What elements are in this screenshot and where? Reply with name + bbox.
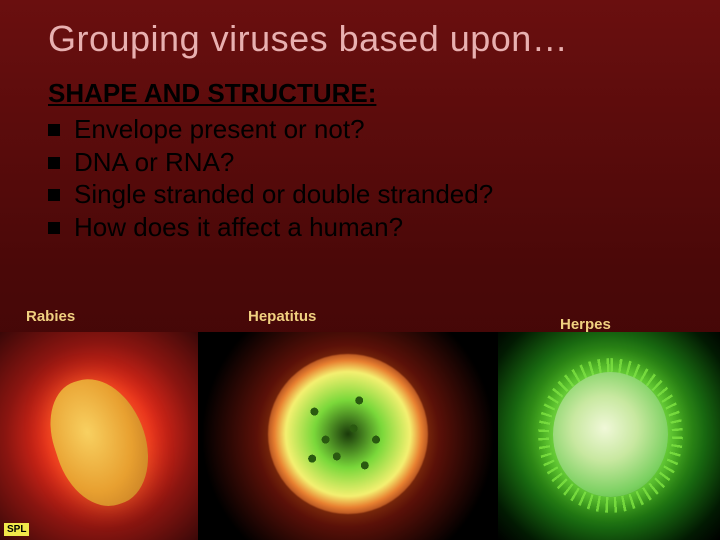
bullet-item: Single stranded or double stranded? [48,178,720,211]
bullet-list: Envelope present or not? DNA or RNA? Sin… [48,113,720,243]
label-hepatitus: Hepatitus [248,308,316,325]
bullet-item: How does it affect a human? [48,211,720,244]
herpes-image [498,332,720,540]
content-block: SHAPE AND STRUCTURE: Envelope present or… [0,60,720,243]
section-heading: SHAPE AND STRUCTURE: [48,78,720,109]
bullet-item: Envelope present or not? [48,113,720,146]
bullet-item: DNA or RNA? [48,146,720,179]
rabies-image: SPL [0,332,198,540]
hepatitus-dots-icon [292,378,404,490]
herpes-virion-icon [553,372,668,497]
hepatitus-image [198,332,498,540]
rabies-source-tag: SPL [4,523,29,536]
slide-title: Grouping viruses based upon… [0,0,720,60]
rabies-virion-icon [37,366,163,517]
label-herpes: Herpes [560,316,611,333]
label-rabies: Rabies [26,308,75,325]
image-row: SPL [0,332,720,540]
